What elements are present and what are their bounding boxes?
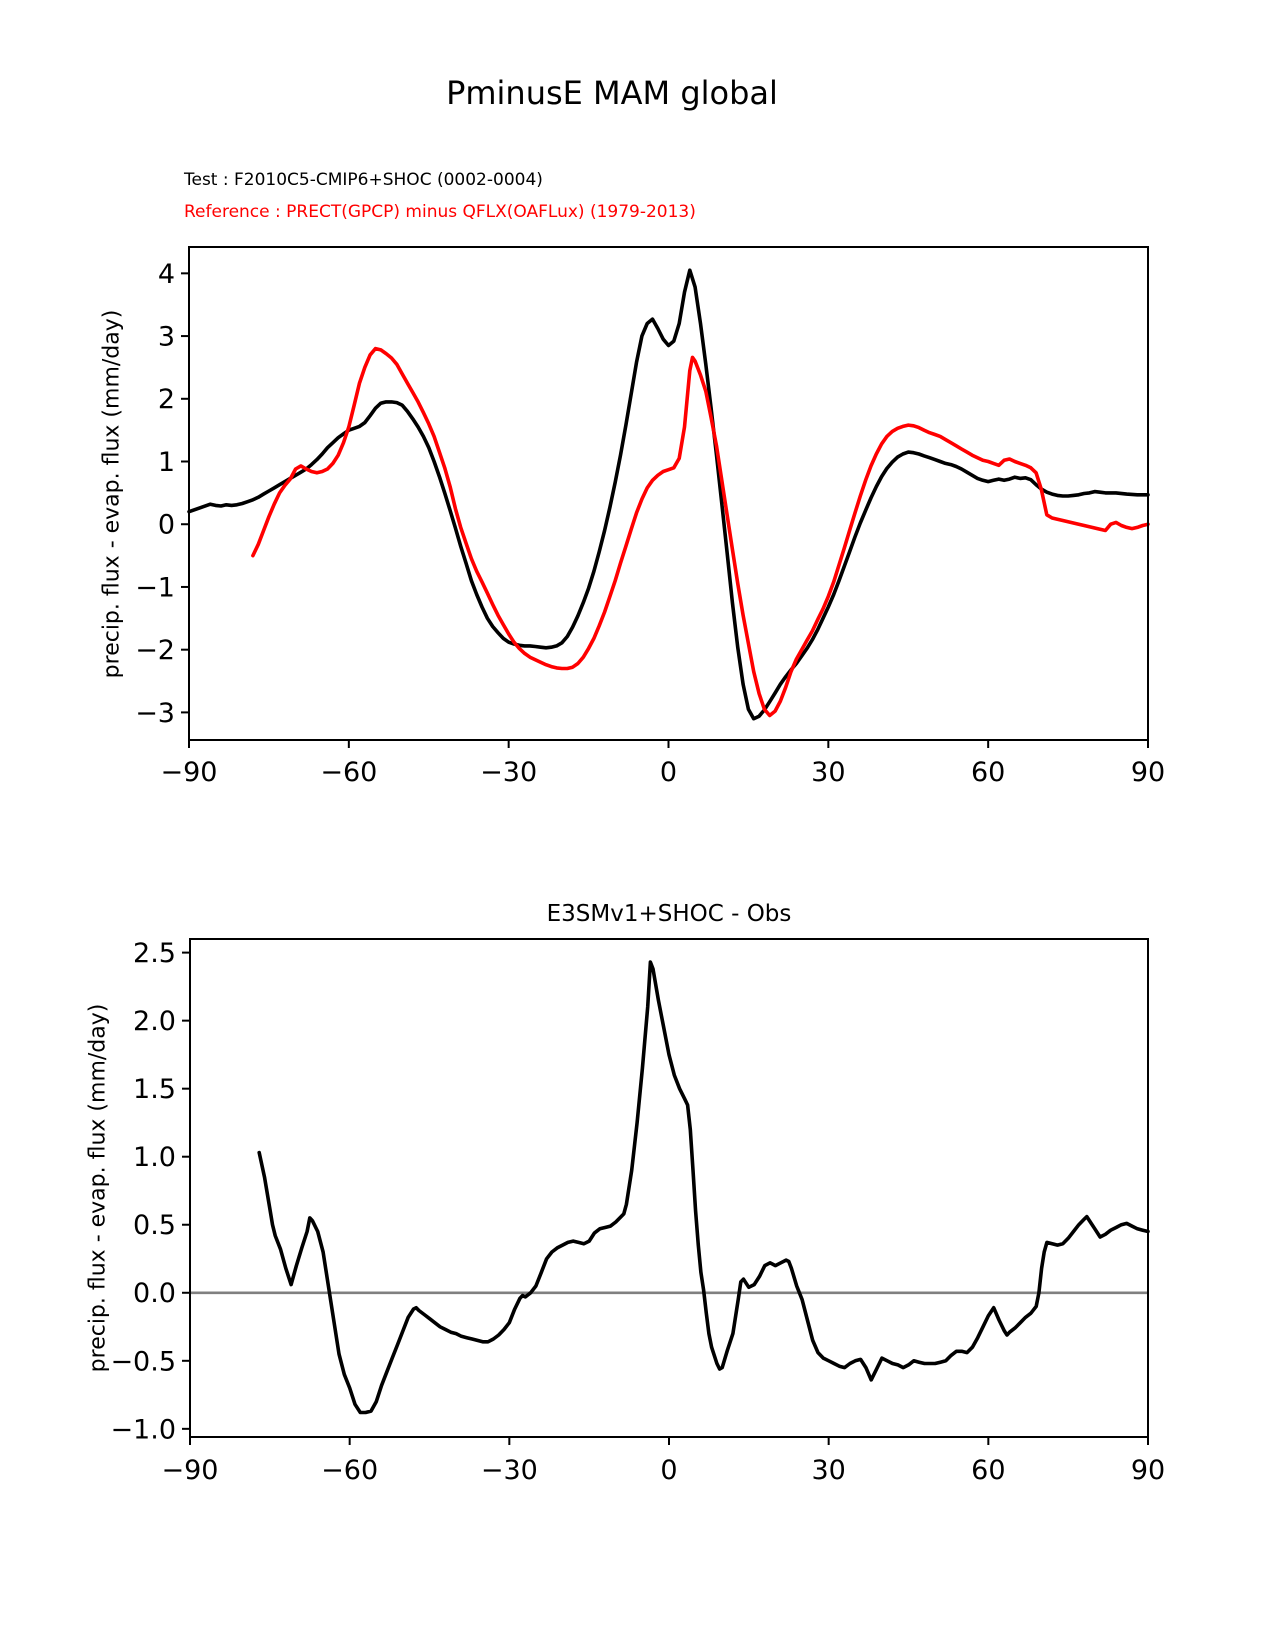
top-chart-y-tick-label: 4 bbox=[158, 259, 175, 290]
test-label: Test : F2010C5-CMIP6+SHOC (0002-0004) bbox=[184, 170, 543, 190]
bottom-chart-y-tick-label: 1.5 bbox=[133, 1074, 176, 1105]
bottom-chart-y-tick-label: 0.0 bbox=[133, 1278, 176, 1309]
bottom-chart-y-tick-label: 2.0 bbox=[133, 1006, 176, 1037]
top-chart-y-tick-label: −3 bbox=[135, 698, 175, 729]
top-chart-curve-0 bbox=[187, 268, 1150, 721]
bottom-chart-x-tick-label: 30 bbox=[811, 1455, 845, 1486]
top-chart-x-tick-label: 30 bbox=[811, 757, 845, 788]
top-chart-y-tick-label: 3 bbox=[158, 322, 175, 353]
bottom-chart-x-tick-label: 0 bbox=[660, 1455, 677, 1486]
top-chart-y-tick-label: 2 bbox=[158, 384, 175, 415]
bottom-chart-x-tick-label: 60 bbox=[971, 1455, 1005, 1486]
top-chart-x-tick-label: 90 bbox=[1131, 757, 1165, 788]
top-chart-x-tick-label: 0 bbox=[660, 757, 677, 788]
bottom-chart-ylabel: precip. flux - evap. flux (mm/day) bbox=[85, 1003, 111, 1373]
bottom-chart-y-tick-label: 1.0 bbox=[133, 1142, 176, 1173]
bottom-chart-x-tick-label: −90 bbox=[162, 1455, 219, 1486]
bottom-chart-title: E3SMv1+SHOC - Obs bbox=[546, 901, 792, 927]
bottom-chart-x-tick-label: 90 bbox=[1131, 1455, 1165, 1486]
top-chart-x-tick-label: −60 bbox=[320, 757, 377, 788]
top-chart-y-tick-label: 1 bbox=[158, 447, 175, 478]
main-title: PminusE MAM global bbox=[446, 74, 778, 112]
bottom-chart-x-tick-label: −30 bbox=[481, 1455, 538, 1486]
top-chart-y-tick-label: −1 bbox=[135, 572, 175, 603]
top-chart-x-tick-label: −30 bbox=[480, 757, 537, 788]
top-chart-curve-1 bbox=[251, 346, 1150, 718]
bottom-chart-curve-0 bbox=[257, 960, 1150, 1415]
top-chart-x-tick-label: −90 bbox=[161, 757, 218, 788]
top-chart-y-tick-label: −2 bbox=[135, 635, 175, 666]
bottom-chart-x-tick-label: −60 bbox=[321, 1455, 378, 1486]
top-chart-x-tick-label: 60 bbox=[971, 757, 1005, 788]
bottom-chart-frame bbox=[189, 938, 1149, 1438]
bottom-chart-y-tick-label: 2.5 bbox=[133, 938, 176, 969]
bottom-chart-y-tick-label: −0.5 bbox=[110, 1346, 176, 1377]
top-chart-y-tick-label: 0 bbox=[158, 510, 175, 541]
top-chart-ylabel: precip. flux - evap. flux (mm/day) bbox=[99, 309, 125, 679]
reference-label: Reference : PRECT(GPCP) minus QFLX(OAFLu… bbox=[184, 202, 696, 222]
top-chart-frame bbox=[188, 246, 1149, 741]
bottom-chart-y-tick-label: 0.5 bbox=[133, 1210, 176, 1241]
bottom-chart-y-tick-label: −1.0 bbox=[110, 1414, 176, 1445]
